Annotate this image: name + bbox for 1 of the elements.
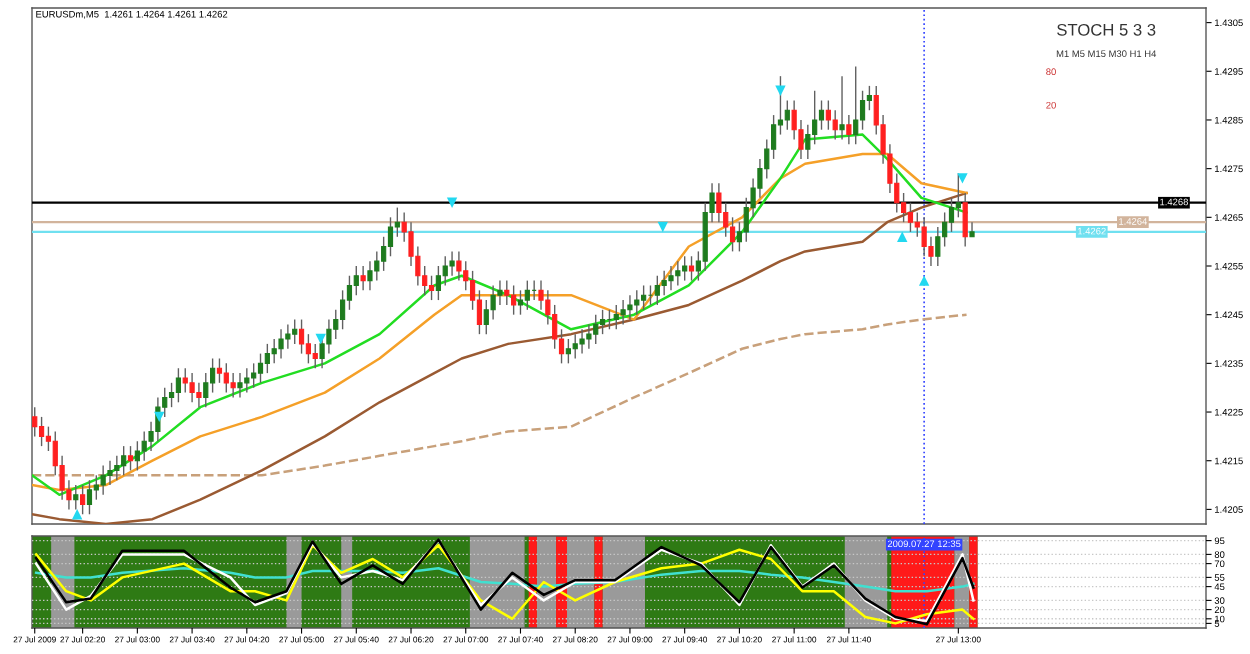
annotation: STOCH 5 3 3: [1057, 23, 1156, 36]
